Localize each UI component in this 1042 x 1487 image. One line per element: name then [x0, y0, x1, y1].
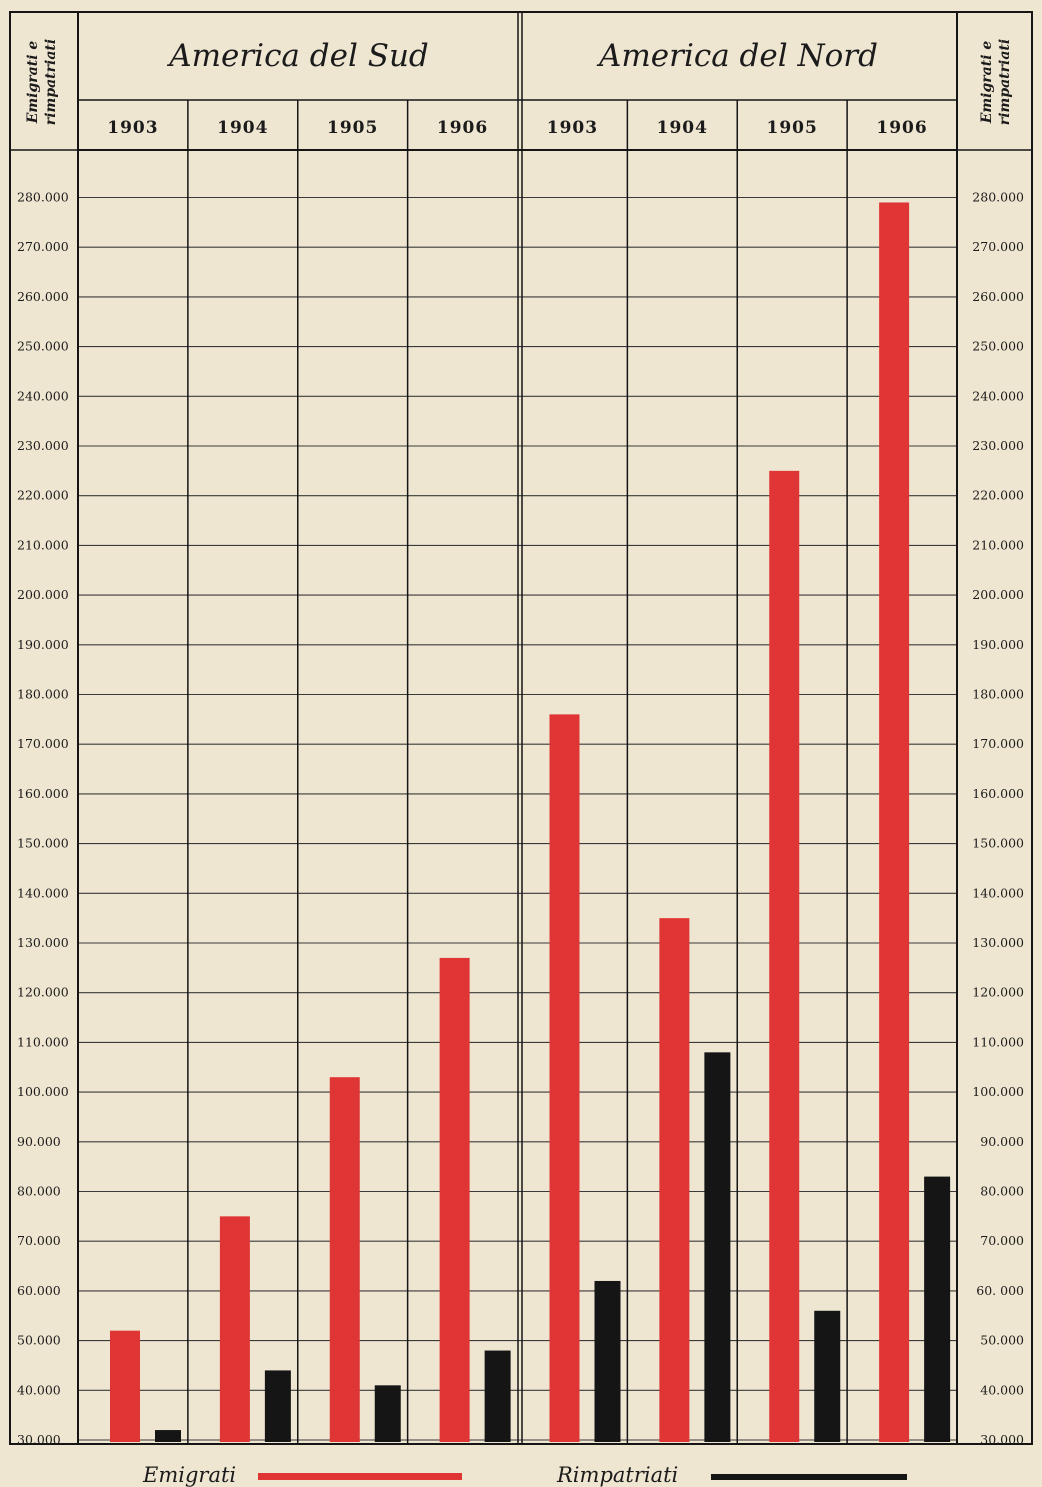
- bar-rimpatriati: [374, 1385, 401, 1442]
- y-tick-label-left: 170.000: [17, 736, 69, 751]
- y-tick-label-right: 240.000: [972, 388, 1024, 403]
- bar-rimpatriati: [814, 1310, 841, 1442]
- axis-title-line: Emigrati e: [979, 41, 995, 125]
- y-tick-label-right: 70.000: [980, 1233, 1024, 1248]
- y-tick-label-left: 110.000: [17, 1034, 69, 1049]
- y-tick-label-left: 200.000: [17, 587, 69, 602]
- chart-frame: [9, 11, 1033, 1445]
- y-tick-label-left: 210.000: [17, 537, 69, 552]
- y-tick-label-right: 140.000: [972, 885, 1024, 900]
- legend-label-rimpatriati: Rimpatriati: [556, 1463, 678, 1487]
- y-tick-label-left: 50.000: [17, 1333, 61, 1348]
- year-label: 1906: [437, 118, 488, 138]
- legend-label-emigrati: Emigrati: [142, 1463, 236, 1487]
- y-tick-label-right: 270.000: [972, 239, 1024, 254]
- bar-emigrati: [659, 918, 690, 1442]
- y-tick-label-left: 60.000: [17, 1283, 61, 1298]
- bar-emigrati: [549, 714, 580, 1442]
- y-tick-label-left: 190.000: [17, 637, 69, 652]
- y-tick-label-right: 250.000: [972, 339, 1024, 354]
- y-tick-label-left: 220.000: [17, 488, 69, 503]
- y-tick-label-left: 80.000: [17, 1184, 61, 1199]
- y-tick-label-left: 250.000: [17, 339, 69, 354]
- y-tick-label-right: 200.000: [972, 587, 1024, 602]
- y-tick-label-right: 150.000: [972, 836, 1024, 851]
- bar-emigrati: [110, 1330, 140, 1442]
- y-tick-label-right: 40.000: [980, 1382, 1024, 1397]
- y-tick-label-left: 90.000: [17, 1134, 61, 1149]
- y-tick-label-right: 110.000: [972, 1034, 1024, 1049]
- y-tick-label-left: 270.000: [17, 239, 69, 254]
- year-label: 1904: [217, 118, 268, 138]
- axis-title-right: Emigrati e rimpatriati: [979, 39, 1013, 125]
- legend: Emigrati Rimpatriati: [142, 1463, 907, 1487]
- y-tick-label-left: 140.000: [17, 885, 69, 900]
- y-tick-label-right: 230.000: [972, 438, 1024, 453]
- bar-rimpatriati: [484, 1350, 511, 1442]
- y-tick-label-right: 30.000: [980, 1432, 1024, 1447]
- bar-rimpatriati: [704, 1052, 731, 1442]
- year-label: 1903: [547, 118, 598, 138]
- region-title-north: America del Nord: [596, 38, 878, 74]
- axis-title-left: Emigrati e rimpatriati: [25, 39, 59, 125]
- y-tick-label-right: 190.000: [972, 637, 1024, 652]
- y-tick-label-left: 120.000: [17, 985, 69, 1000]
- y-tick-label-right: 170.000: [972, 736, 1024, 751]
- y-tick-label-left: 70.000: [17, 1233, 61, 1248]
- y-tick-label-right: 220.000: [972, 488, 1024, 503]
- y-tick-label-right: 130.000: [972, 935, 1024, 950]
- y-tick-label-left: 40.000: [17, 1382, 61, 1397]
- bar-emigrati: [329, 1077, 360, 1442]
- y-tick-label-right: 260.000: [972, 289, 1024, 304]
- year-label: 1905: [767, 118, 818, 138]
- y-tick-label-right: 50.000: [980, 1333, 1024, 1348]
- year-label: 1905: [327, 118, 378, 138]
- legend-swatch-rimpatriati: [711, 1474, 907, 1480]
- year-label: 1903: [107, 118, 158, 138]
- axis-title-line: rimpatriati: [43, 39, 59, 125]
- y-tick-label-left: 160.000: [17, 786, 69, 801]
- y-tick-label-left: 260.000: [17, 289, 69, 304]
- y-tick-label-left: 30.000: [17, 1432, 61, 1447]
- bar-emigrati: [879, 202, 910, 1443]
- year-label: 1906: [876, 118, 927, 138]
- axis-title-line: Emigrati e: [25, 41, 41, 125]
- y-tick-label-left: 130.000: [17, 935, 69, 950]
- y-tick-label-right: 60. 000: [976, 1283, 1024, 1298]
- bar-emigrati: [439, 957, 470, 1442]
- bars: [110, 202, 951, 1443]
- y-tick-label-left: 280.000: [17, 190, 69, 205]
- y-tick-label-right: 280.000: [972, 190, 1024, 205]
- y-tick-label-left: 230.000: [17, 438, 69, 453]
- y-tick-label-right: 80.000: [980, 1184, 1024, 1199]
- y-tick-label-left: 100.000: [17, 1084, 69, 1099]
- y-tick-label-right: 180.000: [972, 687, 1024, 702]
- y-tick-label-left: 180.000: [17, 687, 69, 702]
- bar-rimpatriati: [264, 1370, 291, 1442]
- legend-swatch-emigrati: [258, 1473, 462, 1480]
- y-tick-label-right: 210.000: [972, 537, 1024, 552]
- bar-rimpatriati: [594, 1280, 621, 1442]
- bar-emigrati: [769, 470, 800, 1443]
- region-title-south: America del Sud: [166, 38, 429, 74]
- y-tick-label-right: 160.000: [972, 786, 1024, 801]
- y-tick-label-right: 100.000: [972, 1084, 1024, 1099]
- bar-emigrati: [219, 1216, 250, 1442]
- y-tick-label-right: 90.000: [980, 1134, 1024, 1149]
- bar-rimpatriati: [924, 1176, 951, 1442]
- bar-rimpatriati: [155, 1430, 181, 1442]
- y-tick-label-right: 120.000: [972, 985, 1024, 1000]
- y-tick-label-left: 150.000: [17, 836, 69, 851]
- axis-title-line: rimpatriati: [997, 39, 1013, 125]
- y-tick-label-left: 240.000: [17, 388, 69, 403]
- year-label: 1904: [657, 118, 708, 138]
